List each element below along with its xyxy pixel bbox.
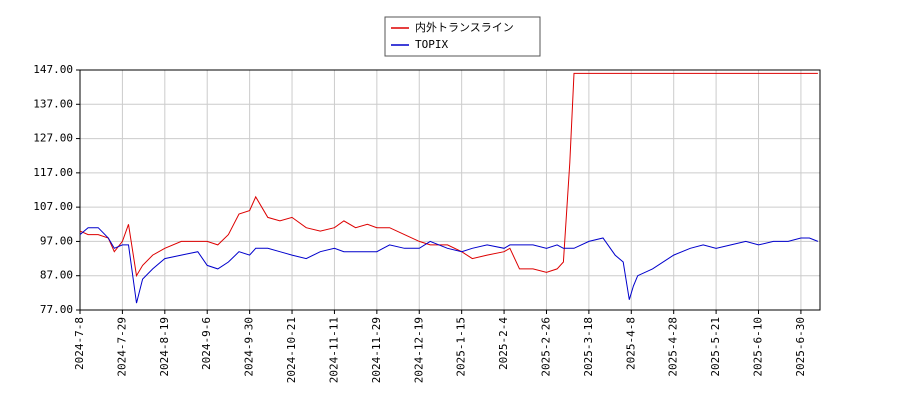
y-tick-label: 107.00 [33,200,73,213]
legend-box [384,16,541,57]
x-tick-label: 2025-1-15 [455,317,468,377]
x-tick-label: 2024-7-8 [73,317,86,370]
x-tick-label: 2024-9-6 [200,317,213,370]
y-tick-label: 87.00 [40,269,73,282]
y-tick-label: 117.00 [33,166,73,179]
x-tick-label: 2024-12-19 [412,317,425,383]
x-tick-label: 2025-6-30 [794,317,807,377]
y-tick-label: 137.00 [33,97,73,110]
x-tick-label: 2025-2-26 [539,317,552,377]
x-tick-label: 2025-5-21 [709,317,722,377]
x-tick-label: 2024-8-19 [158,317,171,377]
plot-frame [79,69,821,311]
x-tick-label: 2025-2-4 [497,317,510,370]
legend-label: 内外トランスライン [415,20,514,34]
x-tick-label: 2025-3-18 [582,317,595,377]
legend-label: TOPIX [415,38,448,51]
y-tick-label: 147.00 [33,63,73,76]
x-tick-label: 2024-10-21 [285,317,298,383]
y-tick-label: 97.00 [40,234,73,247]
x-tick-label: 2025-4-8 [624,317,637,370]
x-tick-label: 2024-7-29 [115,317,128,377]
x-tick-label: 2025-4-28 [667,317,680,377]
series-line [79,227,819,304]
y-tick-label: 77.00 [40,303,73,316]
x-tick-label: 2024-9-30 [243,317,256,377]
x-tick-label: 2025-6-10 [752,317,765,377]
y-tick-label: 127.00 [33,132,73,145]
x-tick-label: 2024-11-29 [370,317,383,383]
x-tick-label: 2024-11-11 [327,317,340,383]
series-line [79,72,818,278]
